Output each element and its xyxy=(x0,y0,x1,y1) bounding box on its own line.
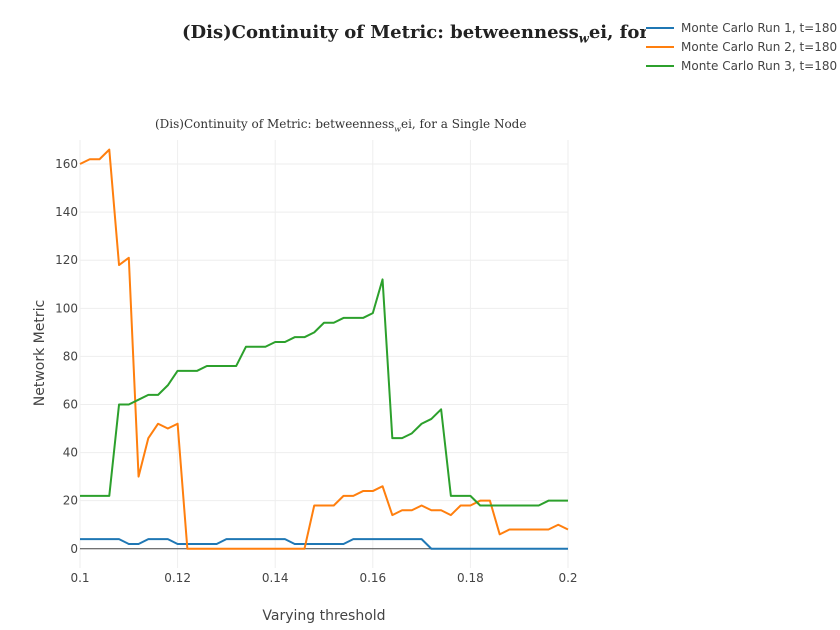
y-tick-label: 40 xyxy=(63,446,78,460)
legend-swatch xyxy=(646,45,674,48)
legend-label: Monte Carlo Run 2, t=180 xyxy=(681,39,838,54)
tick-labels: 0.1 0.12 0.14 0.16 0.18 0.2 0 20 40 60 80 100 120 140… xyxy=(55,157,577,585)
y-tick-label: 20 xyxy=(63,494,78,508)
x-tick-label: 0.2 xyxy=(558,571,577,585)
x-tick-label: 0.16 xyxy=(359,571,386,585)
legend: Monte Carlo Run 1, t=180 Monte Carlo Run … xyxy=(646,18,840,77)
y-axis-label: Network Metric xyxy=(32,300,48,406)
y-tick-label: 100 xyxy=(55,301,78,315)
y-tick-label: 120 xyxy=(55,253,78,267)
y-tick-label: 140 xyxy=(55,205,78,219)
legend-label: Monte Carlo Run 1, t=180 xyxy=(681,20,838,35)
x-tick-label: 0.18 xyxy=(457,571,484,585)
legend-swatch xyxy=(646,64,674,67)
x-axis-label: Varying threshold xyxy=(262,608,385,624)
legend-swatch xyxy=(646,26,674,29)
legend-item-run-2[interactable]: Monte Carlo Run 2, t=180 xyxy=(646,37,837,56)
legend-item-run-1[interactable]: Monte Carlo Run 1, t=180 xyxy=(646,18,837,37)
y-tick-label: 80 xyxy=(63,349,78,363)
chart-subtitle: (Dis)Continuity of Metric: betweennesswe… xyxy=(155,117,527,134)
x-tick-label: 0.1 xyxy=(70,571,89,585)
legend-label: Monte Carlo Run 3, t=180 xyxy=(681,58,838,73)
series-line-run-1 xyxy=(80,538,568,550)
series-line-run-3 xyxy=(80,278,568,507)
x-tick-label: 0.14 xyxy=(262,571,289,585)
series-line-run-2 xyxy=(79,148,569,550)
y-tick-label: 60 xyxy=(63,397,78,411)
y-tick-label: 0 xyxy=(70,542,78,556)
grid xyxy=(79,140,569,568)
x-tick-label: 0.12 xyxy=(164,571,191,585)
legend-item-run-3[interactable]: Monte Carlo Run 3, t=180 xyxy=(646,56,837,75)
series-layer xyxy=(79,148,569,550)
y-tick-label: 160 xyxy=(55,157,78,171)
